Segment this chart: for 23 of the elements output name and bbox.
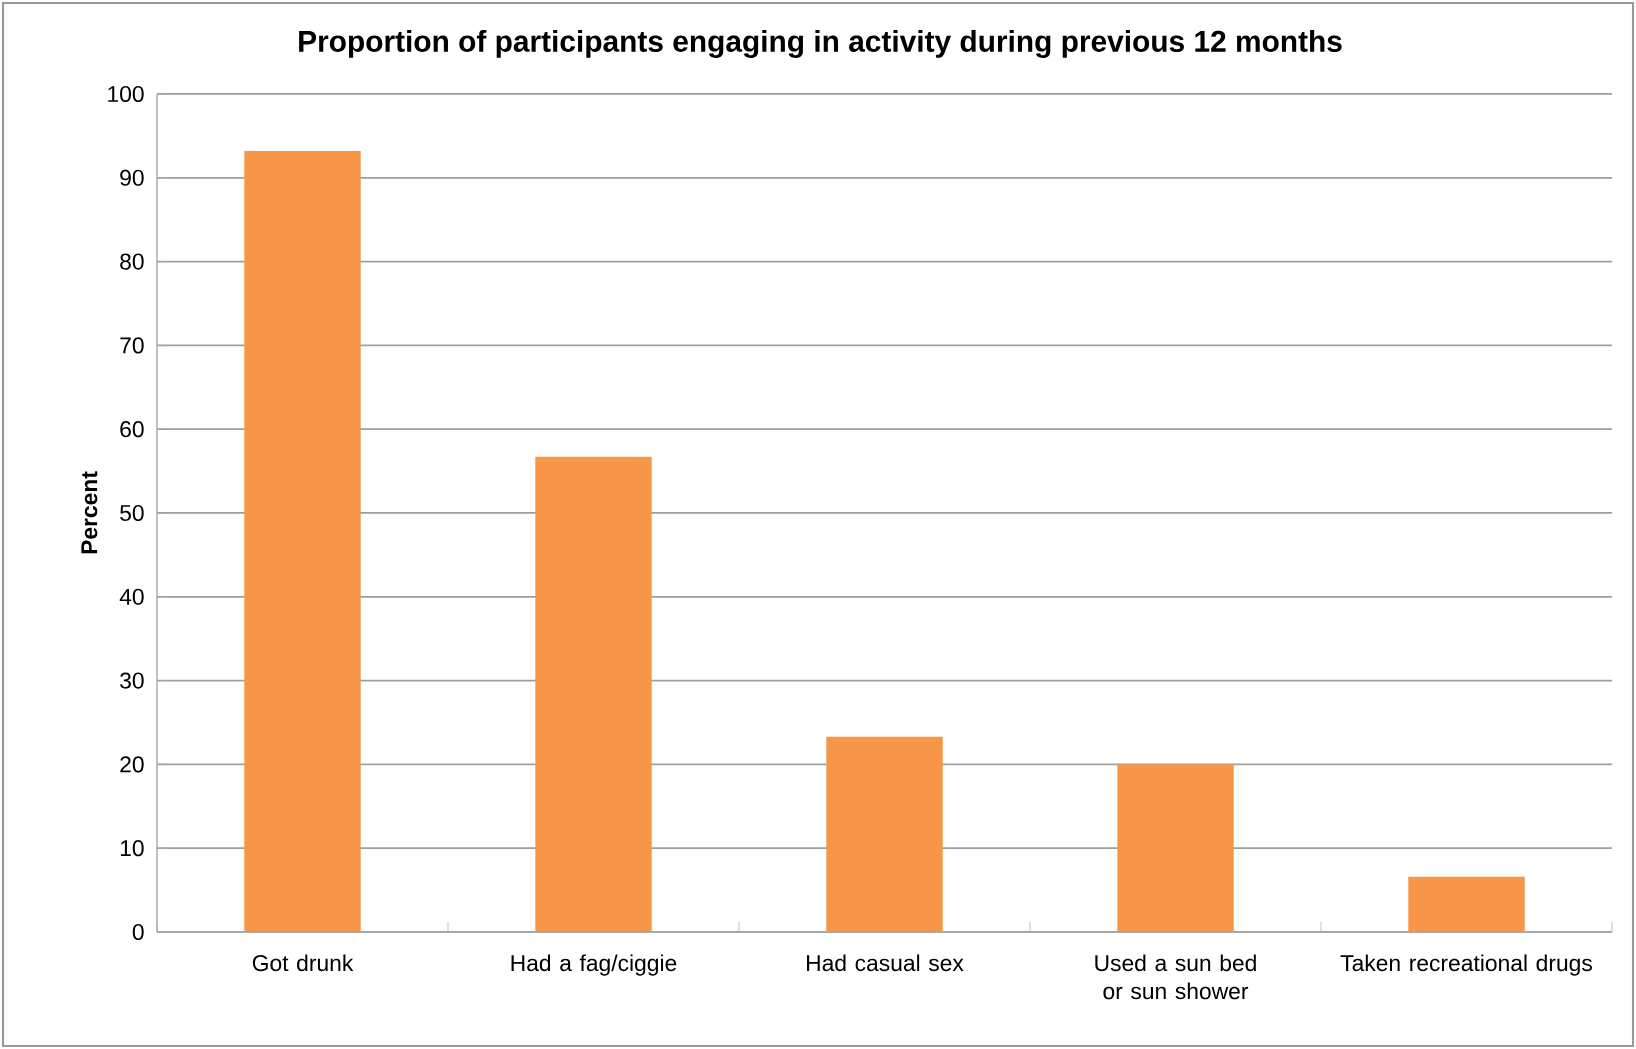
y-tick-label: 100 (108, 85, 144, 103)
y-tick-label: 60 (120, 421, 144, 438)
y-tick-label: 50 (120, 504, 144, 522)
bar (826, 736, 943, 932)
y-tick-label: 10 (120, 840, 144, 857)
y-tick-label: 40 (119, 588, 144, 605)
x-tick-label: Had casual sex (807, 954, 964, 972)
y-tick-label: 30 (120, 672, 144, 689)
y-tick-label: 0 (132, 923, 144, 941)
y-tick-label: 90 (120, 169, 144, 186)
bar (244, 150, 361, 932)
bar (1117, 764, 1234, 932)
x-tick-label: Taken recreational drugs (1340, 954, 1592, 976)
bar (1408, 876, 1525, 932)
y-tick-label: 20 (120, 756, 144, 773)
x-tick-label: Had a fag/ciggie (511, 954, 677, 976)
x-tick-label: Got drunk (252, 954, 354, 972)
bar (535, 456, 652, 932)
x-tick-label: Used a sun bed or sun shower (1095, 954, 1256, 1000)
y-tick-label: 80 (120, 253, 144, 270)
y-axis-title: Percent (81, 471, 98, 554)
chart-title: Proportion of participants engaging in activity during previous 12 months (299, 29, 1342, 58)
y-tick-label: 70 (120, 337, 144, 354)
